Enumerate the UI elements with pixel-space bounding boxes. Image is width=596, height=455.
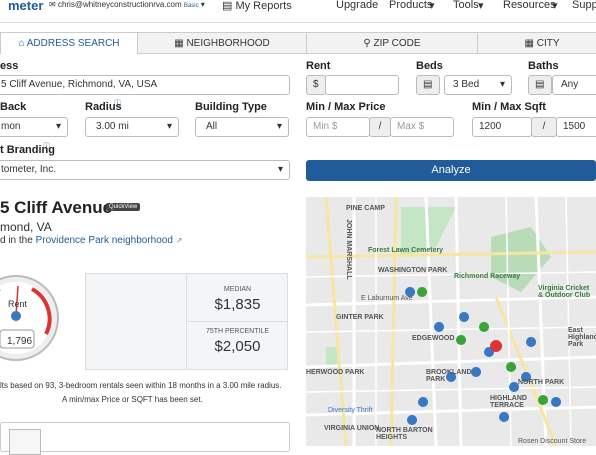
price-max[interactable]: Max $ (390, 117, 454, 137)
label: ess (0, 60, 19, 72)
map[interactable]: PINE CAMP JOHN MARSHALL Forest Lawn Ceme… (306, 197, 596, 446)
nav-item[interactable]: Tools (453, 0, 479, 11)
tab-text[interactable]: ADDRESS SEARCH (26, 38, 120, 49)
radius-select[interactable]: 3.00 mi (85, 117, 179, 137)
result-city: mond, VA (0, 220, 52, 234)
neighborhood-link[interactable]: Providence Park neighborhood (35, 235, 173, 246)
median-value: $1,835 (214, 296, 261, 313)
gauge-value: 1,796 (7, 336, 33, 347)
email[interactable]: chris@whitneyconstructionrva.com (57, 0, 182, 9)
tab[interactable]: ⚲ ZIP CODE (306, 32, 478, 54)
tab[interactable]: ▦ CITY (477, 32, 596, 54)
bed-icon: ▤ (416, 75, 440, 95)
located-in: d in the Providence Park neighborhood ↗ (0, 235, 183, 246)
tab[interactable]: ▦ NEIGHBORHOOD (137, 32, 307, 54)
stats-box: MEDIAN $1,835 75TH PERCENTILE $2,050 (85, 273, 288, 370)
pins (405, 287, 562, 425)
p75-value: $2,050 (214, 338, 261, 355)
panel (0, 422, 290, 455)
label: Min / Max Sqft (472, 101, 546, 113)
separator: / (369, 117, 391, 137)
analyze-button[interactable]: Analyze (306, 160, 596, 181)
map-label: East Highland Park (568, 327, 596, 348)
map-label: VIRGINIA UNION (324, 425, 380, 432)
baths-select[interactable]: Any (552, 75, 596, 95)
tab-text[interactable]: NEIGHBORHOOD (186, 38, 270, 49)
map-label: GINTER PARK (336, 314, 384, 321)
label: Beds (416, 60, 443, 72)
gauge (0, 275, 59, 361)
map-label: BROOKLAND PARK (426, 369, 472, 383)
note: lts based on 93, 3-bedroom rentals seen … (0, 381, 282, 390)
label: Baths (528, 60, 559, 72)
nav-item[interactable]: Upgrade (336, 0, 379, 11)
badge[interactable]: QuickView (106, 203, 141, 211)
bath-icon: ▤ (528, 75, 552, 95)
map-label: Forest Lawn Cemetery (368, 247, 444, 254)
address-input[interactable]: 5 Cliff Avenue, Richmond, VA, USA (0, 75, 290, 95)
sqft-max[interactable]: 1500 (556, 117, 596, 137)
top-nav: meter ✉ chris@whitneyconstructionrva.com… (0, 0, 596, 23)
beds-select[interactable]: 3 Bed (444, 75, 512, 95)
note: A min/max Price or SQFT has been set. (62, 395, 203, 404)
map-label: HERWOOD PARK (306, 369, 365, 376)
label: t Branding (0, 144, 55, 156)
user-email[interactable]: ✉ chris@whitneyconstructionrva.com Basic… (49, 0, 205, 9)
nav-item[interactable]: Suppo (572, 0, 596, 11)
gauge-label: Rent (8, 299, 28, 309)
median-label: MEDIAN (223, 286, 252, 293)
map-label: Diversity Thrift (328, 407, 373, 414)
rent-input[interactable] (325, 75, 399, 95)
map-label: PINE CAMP (346, 205, 385, 212)
located-text: d in the (0, 235, 33, 246)
p75-label: 75TH PERCENTILE (205, 328, 270, 335)
map-label: JOHN MARSHALL (345, 219, 352, 280)
price-min[interactable]: Min $ (306, 117, 370, 137)
sqft-min[interactable]: 1200 (472, 117, 532, 137)
reports-text[interactable]: My Reports (235, 0, 292, 12)
separator: / (531, 117, 557, 137)
map-label: WASHINGTON PARK (378, 267, 448, 274)
my-reports[interactable]: ▤ My Reports (222, 0, 292, 12)
logo[interactable]: meter (8, 0, 44, 13)
map-label: HIGHLAND TERRACE (490, 395, 527, 409)
map-canvas (306, 197, 596, 446)
map-label: Richmond Raceway (454, 273, 521, 280)
nav-item[interactable]: Products (389, 0, 433, 11)
map-label: EDGEWOOD (412, 335, 455, 342)
map-label: Virginia Cricket & Outdoor Club (538, 285, 591, 299)
label: Back (0, 101, 27, 113)
label: Radius (85, 101, 122, 113)
label: Building Type (195, 101, 267, 113)
currency: $ (306, 75, 326, 95)
branding-select[interactable]: tometer, Inc. (0, 160, 290, 180)
map-label: NORTH BARTON HEIGHTS (376, 427, 433, 441)
tab-text[interactable]: CITY (536, 38, 560, 49)
label: Min / Max Price (306, 101, 386, 113)
plan: Basic (183, 3, 199, 9)
lookback-select[interactable]: mon (0, 117, 68, 137)
building-select[interactable]: All (195, 117, 289, 137)
map-label: E Laburnum Ave (361, 295, 413, 302)
result-title: 5 Cliff Avenue (0, 198, 113, 217)
map-label: Rosen Discount Store (518, 438, 587, 445)
tab-text[interactable]: ZIP CODE (373, 38, 421, 49)
nav-item[interactable]: Resources (503, 0, 556, 11)
map-label: NORTH PARK (518, 379, 565, 386)
label: Rent (306, 60, 331, 72)
tab[interactable]: ⌂ ADDRESS SEARCH (0, 32, 138, 54)
